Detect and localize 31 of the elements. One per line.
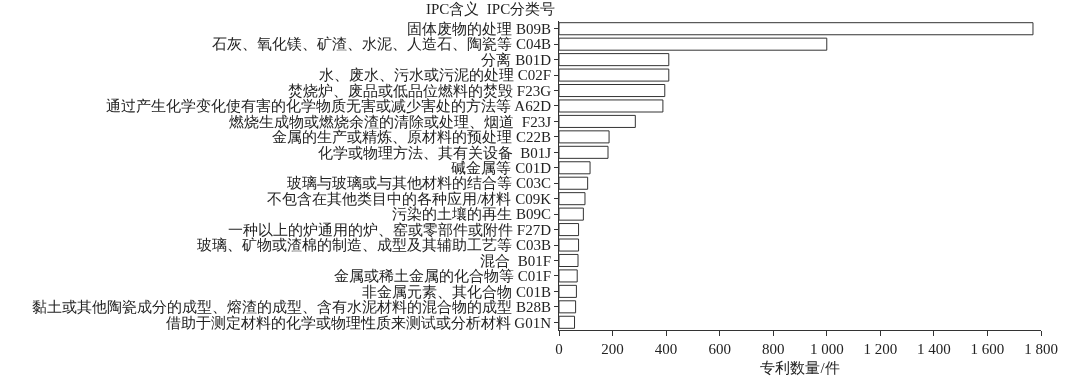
y-tick-label: 碱金属等 C01D	[451, 160, 552, 177]
y-tick-label: 石灰、氧化镁、矿渣、水泥、人造石、陶瓷等 C04B	[212, 36, 551, 53]
x-axis-title: 专利数量/件	[760, 360, 840, 376]
y-tick-label: 燃烧生成物或燃烧余渣的清除或处理、烟道 F23J	[229, 113, 552, 130]
y-tick-label: 玻璃、矿物或渣棉的制造、成型及其辅助工艺等 C03B	[197, 237, 551, 254]
y-tick-label: 分离 B01D	[481, 51, 552, 68]
y-tick-label: 混合 B01F	[480, 252, 551, 269]
y-tick-label: 玻璃与玻璃或与其他材料的结合等 C03C	[287, 175, 551, 192]
y-tick-label: 借助于测定材料的化学或物理性质来测试或分析材料 G01N	[165, 314, 552, 331]
x-tick-label: 400	[654, 341, 678, 357]
y-tick-label: 通过产生化学变化使有害的化学物质无害或减少害处的方法等 A62D	[105, 98, 552, 115]
x-tick-label: 1 600	[970, 341, 1005, 357]
x-tick-label: 1 000	[809, 341, 844, 357]
x-tick-label: 1 200	[863, 341, 898, 357]
y-tick-label: 水、废水、污水或污泥的处理 C02F	[318, 67, 551, 84]
x-tick-label: 800	[761, 341, 785, 357]
y-tick-label: 焚烧炉、废品或低品位燃料的焚毁 F23G	[288, 82, 552, 99]
y-axis-title: IPC含义 IPC分类号	[426, 1, 556, 17]
y-tick-label: 化学或物理方法、其有关设备 B01J	[317, 144, 552, 161]
x-tick-label: 200	[601, 341, 624, 357]
x-tick-label: 1 400	[917, 341, 951, 357]
y-tick-label: 金属或稀土金属的化合物等 C01F	[333, 268, 551, 285]
x-tick-label: 1 800	[1024, 341, 1058, 357]
y-tick-label: 固体废物的处理 B09B	[407, 20, 551, 37]
y-tick-label: 非金属元素、其化合物 C01B	[362, 283, 551, 300]
y-tick-label: 污染的土壤的再生 B09C	[392, 206, 551, 223]
y-tick-label: 不包含在其他类目中的各种应用/材料 C09K	[267, 190, 552, 207]
x-tick-label: 0	[555, 341, 563, 357]
x-tick-label: 600	[708, 341, 731, 357]
y-tick-label: 黏土或其他陶瓷成分的成型、熔渣的成型、含有水泥材料的混合物的成型 B28B	[32, 299, 551, 316]
y-tick-label: 一种以上的炉通用的炉、窑或零部件或附件 F27D	[228, 221, 552, 238]
